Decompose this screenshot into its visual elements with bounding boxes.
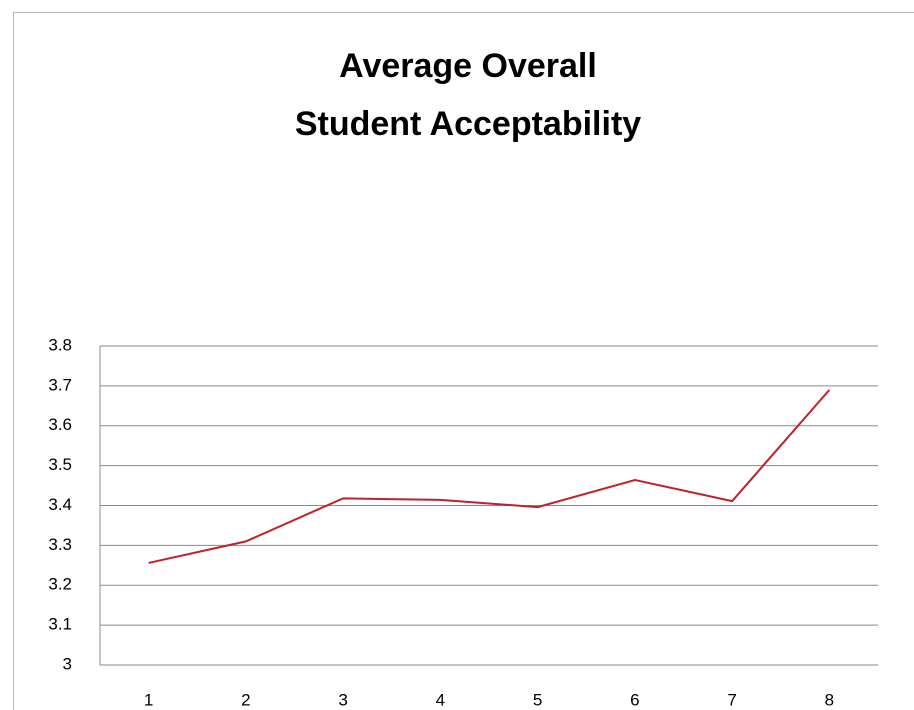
x-tick-label: 4 (436, 690, 445, 709)
y-tick-label: 3.5 (48, 455, 72, 474)
y-tick-label: 3.2 (48, 575, 72, 594)
y-tick-label: 3.3 (48, 535, 72, 554)
data-line (148, 389, 831, 564)
x-tick-label: 2 (241, 690, 250, 709)
x-tick-label: 8 (825, 690, 834, 709)
y-tick-label: 3.6 (48, 415, 72, 434)
y-tick-label: 3 (63, 654, 72, 673)
x-tick-label: 6 (630, 690, 639, 709)
y-tick-label: 3.7 (48, 375, 72, 394)
y-tick-label: 3.1 (48, 615, 72, 634)
y-tick-label: 3.8 (48, 335, 72, 354)
chart-title: Student Acceptability (295, 105, 641, 143)
chart-frame (13, 12, 914, 710)
y-tick-label: 3.4 (48, 495, 72, 514)
x-tick-label: 5 (533, 690, 542, 709)
chart-title: Average Overall (339, 47, 597, 85)
x-tick-label: 7 (727, 690, 736, 709)
x-tick-label: 1 (144, 690, 153, 709)
x-tick-label: 3 (338, 690, 347, 709)
